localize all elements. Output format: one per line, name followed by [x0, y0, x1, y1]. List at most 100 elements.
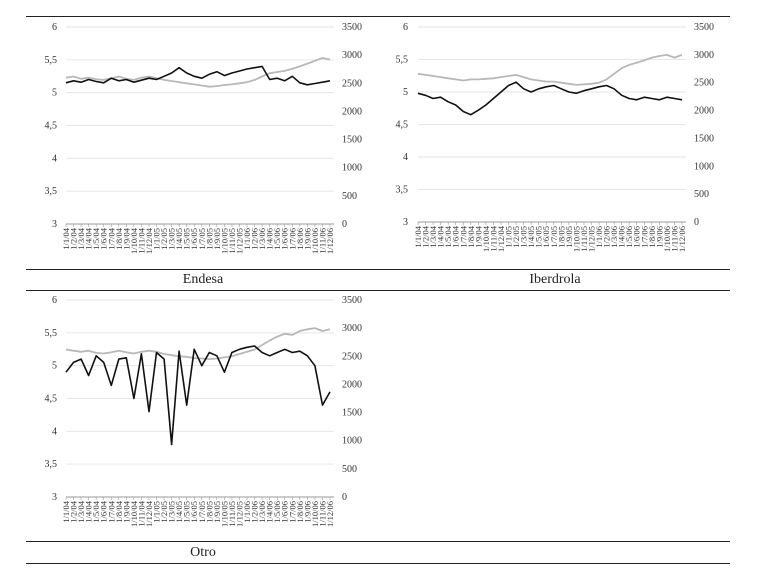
left-tick-label: 4,5 — [396, 120, 409, 131]
x-tick-label: 1/1/05 — [152, 501, 162, 523]
chart-endesa: 3 3,5 4 4,5 5 5,5 6 0 500 1000 1500 2000 2500 3000 350… — [45, 22, 363, 254]
x-tick-label: 1/7/04 — [458, 225, 468, 247]
right-tick-label: 0 — [342, 492, 347, 503]
right-tick-label: 2000 — [694, 106, 714, 117]
x-tick-label: 1/5/06 — [272, 228, 282, 250]
x-tick-label: 1/10/06 — [310, 501, 320, 527]
x-tick-label: 1/12/05 — [234, 501, 244, 527]
x-tick-label: 1/7/05 — [549, 226, 559, 248]
right-tick-label: 1500 — [342, 135, 362, 146]
left-tick-label: 4,5 — [45, 121, 58, 132]
x-tick-label: 1/6/04 — [451, 225, 461, 247]
right-tick-label: 0 — [342, 219, 347, 230]
x-tick-label: 1/5/06 — [272, 501, 282, 523]
bottom-rule-bottom — [26, 563, 730, 564]
x-tick-label: 1/8/04 — [114, 227, 124, 249]
x-tick-label: 1/5/04 — [91, 500, 101, 522]
series-line-right — [417, 54, 683, 86]
left-tick-label: 6 — [52, 22, 57, 33]
x-tick-label: 1/7/04 — [106, 227, 116, 249]
right-tick-label: 2500 — [342, 351, 362, 362]
x-tick-label: 1/3/04 — [76, 227, 86, 249]
x-tick-label: 1/11/05 — [579, 226, 589, 252]
x-tick-label: 1/7/06 — [639, 226, 649, 248]
x-tick-label: 1/5/04 — [443, 225, 453, 247]
x-tick-label: 1/12/06 — [325, 501, 335, 527]
x-tick-label: 1/1/05 — [504, 226, 514, 248]
x-tick-label: 1/7/06 — [287, 228, 297, 250]
x-tick-label: 1/3/05 — [167, 501, 177, 523]
x-tick-label: 1/2/05 — [159, 228, 169, 250]
x-tick-label: 1/3/06 — [257, 228, 267, 250]
x-tick-label: 1/11/04 — [488, 225, 498, 251]
left-tick-label: 5 — [403, 87, 408, 98]
x-tick-label: 1/10/05 — [219, 228, 229, 254]
x-tick-label: 1/1/06 — [242, 501, 252, 523]
x-tick-label: 1/10/06 — [662, 226, 672, 252]
x-tick-label: 1/3/04 — [428, 225, 438, 247]
x-tick-label: 1/8/04 — [114, 500, 124, 522]
x-tick-label: 1/7/06 — [287, 501, 297, 523]
x-tick-label: 1/1/05 — [152, 228, 162, 250]
left-tick-label: 5,5 — [45, 328, 58, 339]
x-tick-label: 1/9/05 — [212, 501, 222, 523]
x-tick-label: 1/5/05 — [182, 501, 192, 523]
bottom-rule-top — [26, 541, 730, 542]
top-rule — [26, 16, 730, 17]
caption-otro: Otro — [190, 545, 216, 560]
x-tick-label: 1/9/05 — [564, 226, 574, 248]
x-tick-label: 1/11/06 — [317, 501, 327, 527]
left-tick-label: 4 — [52, 153, 57, 164]
right-tick-label: 3500 — [342, 22, 362, 33]
x-tick-label: 1/1/06 — [594, 226, 604, 248]
x-tick-label: 1/1/04 — [61, 227, 71, 249]
middle-rule-bottom — [26, 290, 730, 291]
x-tick-label: 1/1/04 — [413, 225, 423, 247]
x-tick-label: 1/3/04 — [76, 500, 86, 522]
x-tick-label: 1/6/06 — [632, 226, 642, 248]
left-tick-label: 4 — [403, 152, 408, 163]
left-tick-label: 3,5 — [45, 459, 58, 470]
x-tick-label: 1/1/06 — [242, 228, 252, 250]
x-tick-label: 1/5/05 — [534, 226, 544, 248]
x-tick-label: 1/12/05 — [586, 226, 596, 252]
right-tick-label: 1500 — [342, 408, 362, 419]
x-tick-label: 1/8/05 — [204, 501, 214, 523]
right-tick-label: 2500 — [342, 78, 362, 89]
left-tick-label: 4,5 — [45, 394, 58, 405]
x-tick-label: 1/2/05 — [159, 501, 169, 523]
x-tick-label: 1/4/06 — [265, 501, 275, 523]
right-tick-label: 3000 — [342, 50, 362, 61]
x-tick-label: 1/2/06 — [250, 501, 260, 523]
x-tick-label: 1/8/05 — [556, 226, 566, 248]
right-tick-label: 0 — [694, 217, 699, 228]
x-tick-label: 1/12/05 — [234, 228, 244, 254]
right-tick-label: 1000 — [342, 163, 362, 174]
x-tick-label: 1/3/06 — [609, 226, 619, 248]
middle-rule-top — [26, 269, 730, 270]
right-tick-label: 3500 — [342, 295, 362, 306]
x-tick-label: 1/11/05 — [227, 228, 237, 254]
right-tick-label: 3000 — [342, 323, 362, 334]
left-tick-label: 3,5 — [45, 186, 58, 197]
x-tick-label: 1/6/05 — [189, 228, 199, 250]
x-tick-label: 1/10/04 — [129, 227, 139, 254]
left-tick-label: 6 — [403, 22, 408, 33]
x-tick-label: 1/7/04 — [106, 500, 116, 522]
right-tick-label: 2000 — [342, 379, 362, 390]
caption-endesa: Endesa — [182, 272, 224, 287]
x-tick-label: 1/4/04 — [436, 225, 446, 247]
caption-iberdrola: Iberdrola — [529, 272, 581, 287]
right-tick-label: 500 — [342, 464, 357, 475]
x-tick-label: 1/10/05 — [571, 226, 581, 252]
x-tick-label: 1/3/06 — [257, 501, 267, 523]
right-tick-label: 2500 — [694, 78, 714, 89]
x-tick-label: 1/5/06 — [624, 226, 634, 248]
x-tick-label: 1/11/06 — [669, 226, 679, 252]
x-tick-label: 1/9/05 — [212, 228, 222, 250]
x-tick-label: 1/2/06 — [250, 228, 260, 250]
x-tick-label: 1/12/04 — [144, 500, 154, 527]
x-tick-label: 1/8/06 — [295, 228, 305, 250]
right-tick-label: 3000 — [694, 50, 714, 61]
x-tick-label: 1/2/04 — [69, 500, 79, 522]
